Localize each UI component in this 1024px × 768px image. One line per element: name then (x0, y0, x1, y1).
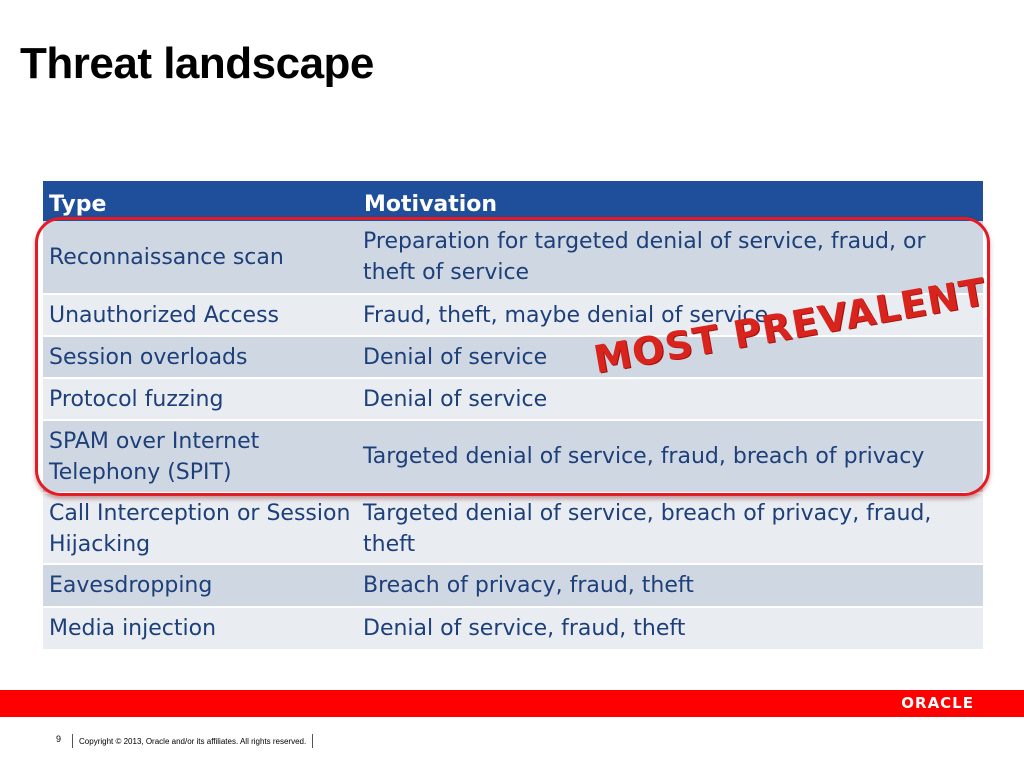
oracle-logo: ORACLE (901, 694, 974, 712)
header-motivation: Motivation (358, 181, 983, 221)
row-type: SPAM over Internet Telephony (SPIT) (43, 420, 358, 494)
copyright-text: Copyright © 2013, Oracle and/or its affi… (79, 737, 307, 746)
table-row: Eavesdropping Breach of privacy, fraud, … (43, 564, 983, 608)
table-row: Reconnaissance scan Preparation for targ… (43, 221, 983, 295)
row-type: Call Interception or Session Hijacking (43, 493, 358, 565)
footer-divider (72, 734, 74, 748)
table-row: Unauthorized Access Fraud, theft, maybe … (43, 294, 983, 337)
row-motivation: Denial of service, fraud, theft (358, 607, 983, 651)
page-number: 9 (56, 734, 62, 744)
table-row: Call Interception or Session Hijacking T… (43, 493, 983, 565)
table-row: Session overloads Denial of service (43, 336, 983, 379)
footer-divider (312, 734, 314, 748)
row-motivation: Targeted denial of service, breach of pr… (358, 493, 983, 565)
row-type: Protocol fuzzing (43, 378, 358, 421)
table-header-row: Type Motivation (43, 181, 983, 221)
footer-brand-band (0, 690, 1024, 717)
slide-title: Threat landscape (20, 39, 374, 88)
row-motivation: Denial of service (358, 378, 983, 421)
row-type: Unauthorized Access (43, 294, 358, 337)
table-row: SPAM over Internet Telephony (SPIT) Targ… (43, 420, 983, 494)
row-motivation: Breach of privacy, fraud, theft (358, 564, 983, 608)
row-motivation: Denial of service (358, 336, 983, 379)
row-motivation: Targeted denial of service, fraud, breac… (358, 420, 983, 494)
threat-table: Type Motivation Reconnaissance scan Prep… (43, 181, 983, 651)
row-motivation: Preparation for targeted denial of servi… (358, 221, 983, 295)
row-type: Reconnaissance scan (43, 221, 358, 295)
row-type: Media injection (43, 607, 358, 651)
table-row: Protocol fuzzing Denial of service (43, 378, 983, 421)
table-row: Media injection Denial of service, fraud… (43, 607, 983, 651)
row-motivation: Fraud, theft, maybe denial of service (358, 294, 983, 337)
threat-table-container: Type Motivation Reconnaissance scan Prep… (43, 181, 983, 651)
header-type: Type (43, 181, 358, 221)
row-type: Session overloads (43, 336, 358, 379)
slide-footer: 9 Copyright © 2013, Oracle and/or its af… (56, 734, 319, 748)
row-type: Eavesdropping (43, 564, 358, 608)
